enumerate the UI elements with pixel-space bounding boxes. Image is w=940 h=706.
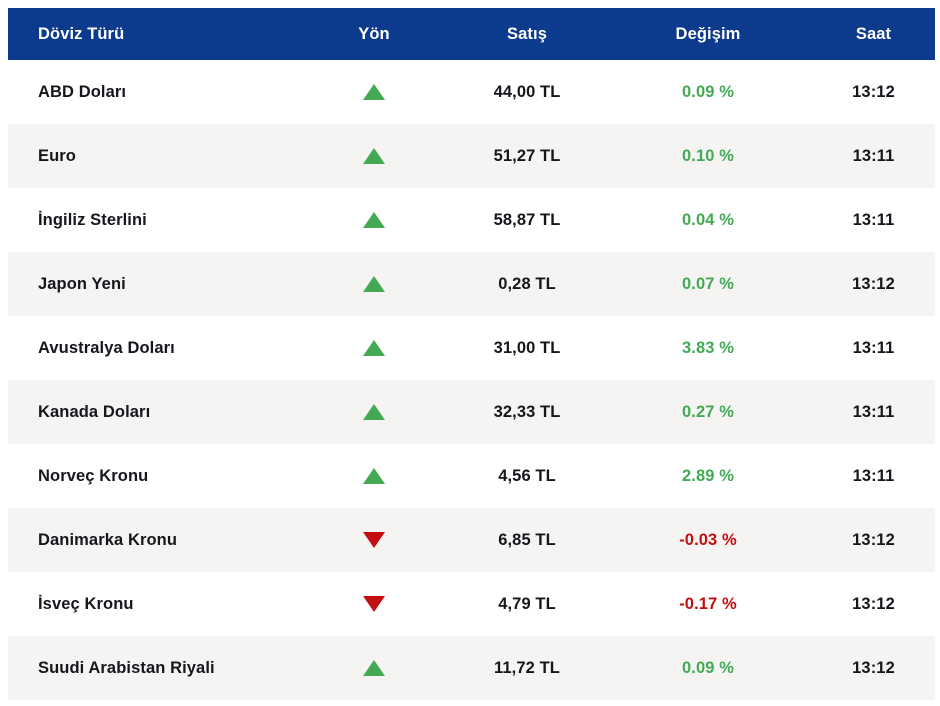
table-row: Suudi Arabistan Riyali 11,72 TL 0.09 % 1… [8,636,935,700]
direction-cell [298,531,450,550]
currency-name: Euro [38,146,76,165]
table-header-row: Döviz Türü Yön Satış Değişim Saat [8,8,935,60]
time-value: 13:11 [852,210,895,229]
direction-cell [298,83,450,102]
time-value: 13:12 [852,594,895,613]
trend-down-icon [363,532,385,549]
trend-up-icon [363,148,385,165]
trend-up-icon [363,212,385,229]
time-value: 13:12 [852,658,895,677]
time-value: 13:12 [852,82,895,101]
direction-cell [298,211,450,230]
direction-cell [298,659,450,678]
table-row: Norveç Kronu 4,56 TL 2.89 % 13:11 [8,444,935,508]
currency-name: ABD Doları [38,82,127,101]
table-row: Danimarka Kronu 6,85 TL -0.03 % 13:12 [8,508,935,572]
currency-name: Japon Yeni [38,274,126,293]
change-value: 0.09 % [682,82,734,101]
direction-cell [298,147,450,166]
trend-up-icon [363,468,385,485]
currency-rates-table: Döviz Türü Yön Satış Değişim Saat ABD Do… [8,8,935,700]
direction-cell [298,467,450,486]
column-header-time: Saat [855,24,892,43]
price-value: 11,72 TL [494,658,560,677]
trend-up-icon [363,404,385,421]
time-value: 13:11 [852,402,895,421]
table-row: Avustralya Doları 31,00 TL 3.83 % 13:11 [8,316,935,380]
table-row: Euro 51,27 TL 0.10 % 13:11 [8,124,935,188]
change-value: -0.03 % [679,530,737,549]
direction-cell [298,595,450,614]
change-value: 0.07 % [682,274,734,293]
trend-up-icon [363,84,385,101]
price-value: 6,85 TL [498,530,556,549]
time-value: 13:11 [852,146,895,165]
table-row: ABD Doları 44,00 TL 0.09 % 13:12 [8,60,935,124]
price-value: 4,56 TL [498,466,556,485]
currency-name: Norveç Kronu [38,466,149,485]
change-value: 0.27 % [682,402,734,421]
time-value: 13:11 [852,466,895,485]
column-header-currency: Döviz Türü [38,24,125,43]
price-value: 58,87 TL [493,210,561,229]
currency-name: İngiliz Sterlini [38,210,147,229]
table-row: Japon Yeni 0,28 TL 0.07 % 13:12 [8,252,935,316]
currency-name: Kanada Doları [38,402,151,421]
change-value: 0.04 % [682,210,734,229]
column-header-price: Satış [507,24,547,43]
direction-cell [298,275,450,294]
price-value: 4,79 TL [498,594,556,613]
trend-up-icon [363,276,385,293]
currency-name: Suudi Arabistan Riyali [38,658,215,677]
change-value: 2.89 % [682,466,734,485]
currency-name: İsveç Kronu [38,594,134,613]
table-row: Kanada Doları 32,33 TL 0.27 % 13:11 [8,380,935,444]
time-value: 13:11 [852,338,895,357]
time-value: 13:12 [852,274,895,293]
change-value: 0.10 % [682,146,734,165]
trend-down-icon [363,596,385,613]
time-value: 13:12 [852,530,895,549]
price-value: 0,28 TL [498,274,556,293]
table-row: İngiliz Sterlini 58,87 TL 0.04 % 13:11 [8,188,935,252]
column-header-change: Değişim [675,24,741,43]
change-value: 0.09 % [682,658,734,677]
price-value: 51,27 TL [493,146,561,165]
direction-cell [298,339,450,358]
trend-up-icon [363,660,385,677]
direction-cell [298,403,450,422]
currency-name: Danimarka Kronu [38,530,178,549]
price-value: 44,00 TL [493,82,561,101]
currency-name: Avustralya Doları [38,338,175,357]
trend-up-icon [363,340,385,357]
table-row: İsveç Kronu 4,79 TL -0.17 % 13:12 [8,572,935,636]
column-header-direction: Yön [358,24,390,43]
price-value: 31,00 TL [493,338,561,357]
change-value: 3.83 % [682,338,734,357]
price-value: 32,33 TL [493,402,561,421]
change-value: -0.17 % [679,594,737,613]
